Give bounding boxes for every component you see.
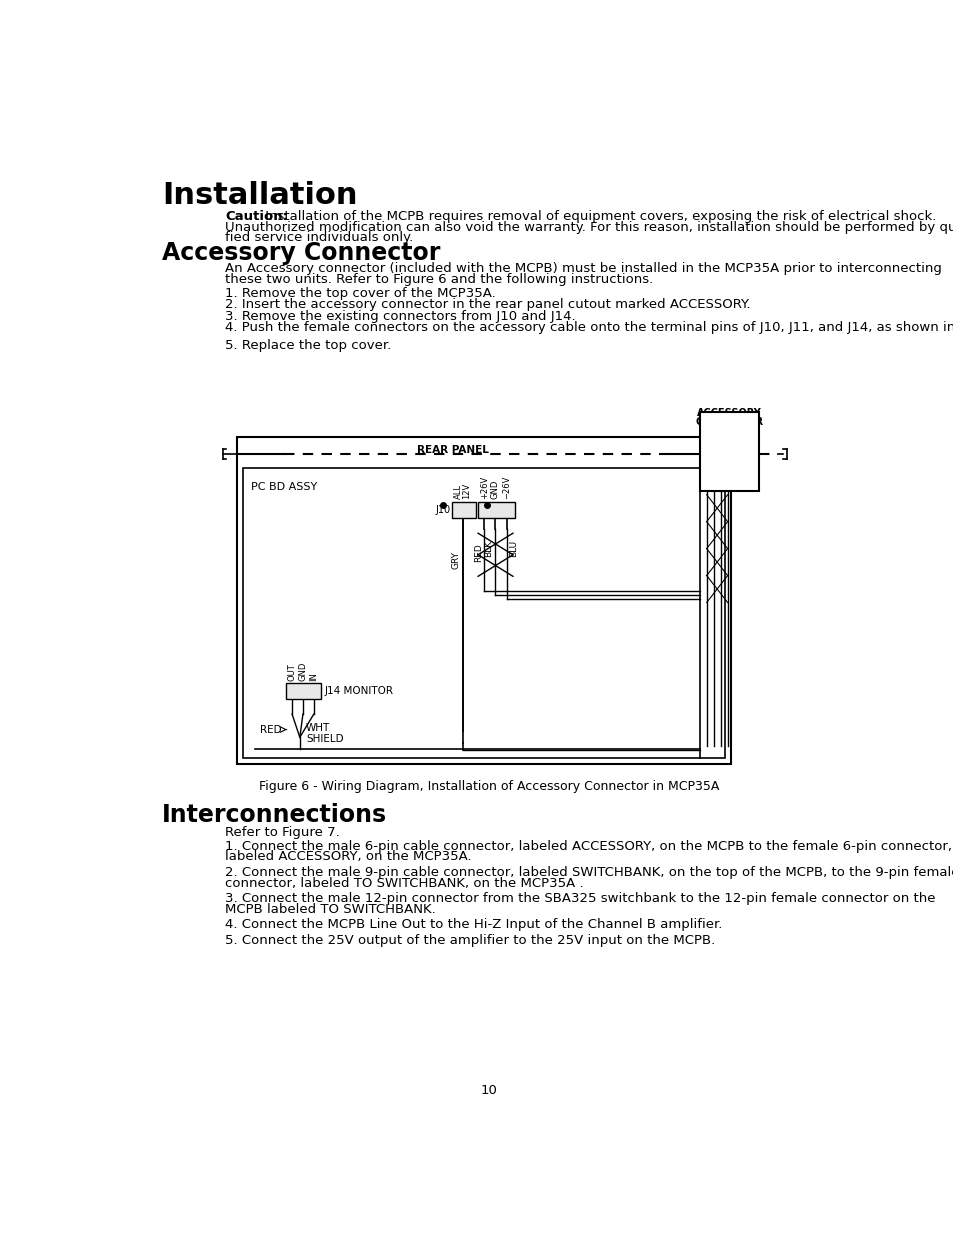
Text: GND: GND <box>298 662 307 680</box>
Text: 1. Connect the male 6-pin cable connector, labeled ACCESSORY, on the MCPB to the: 1. Connect the male 6-pin cable connecto… <box>225 840 951 852</box>
Text: OUT: OUT <box>287 663 296 680</box>
Text: PC BD ASSY: PC BD ASSY <box>251 482 317 492</box>
Text: +26V: +26V <box>479 475 488 499</box>
Text: BLK: BLK <box>484 540 493 557</box>
Text: J14 MONITOR: J14 MONITOR <box>324 687 394 697</box>
Text: 5. Connect the 25V output of the amplifier to the 25V input on the MCPB.: 5. Connect the 25V output of the amplifi… <box>225 934 715 946</box>
Text: SHIELD: SHIELD <box>306 734 343 743</box>
Text: Caution:: Caution: <box>225 210 288 222</box>
Text: fied service individuals only.: fied service individuals only. <box>225 231 414 245</box>
Text: these two units. Refer to Figure 6 and the following instructions.: these two units. Refer to Figure 6 and t… <box>225 273 653 287</box>
Text: Refer to Figure 7.: Refer to Figure 7. <box>225 826 340 839</box>
Text: 3. Connect the male 12-pin connector from the SBA325 switchbank to the 12-pin fe: 3. Connect the male 12-pin connector fro… <box>225 892 935 905</box>
Text: ACCESSORY: ACCESSORY <box>697 408 761 417</box>
Text: GND: GND <box>490 479 499 499</box>
Text: 2. Insert the accessory connector in the rear panel cutout marked ACCESSORY.: 2. Insert the accessory connector in the… <box>225 299 750 311</box>
Text: 3. Remove the existing connectors from J10 and J14.: 3. Remove the existing connectors from J… <box>225 310 576 322</box>
Text: Accessory Connector: Accessory Connector <box>162 241 439 264</box>
Text: Figure 6 - Wiring Diagram, Installation of Accessory Connector in MCP35A: Figure 6 - Wiring Diagram, Installation … <box>258 779 719 793</box>
Text: WHT: WHT <box>306 722 330 734</box>
Text: labeled ACCESSORY, on the MCP35A.: labeled ACCESSORY, on the MCP35A. <box>225 851 472 863</box>
Text: 4. Push the female connectors on the accessory cable onto the terminal pins of J: 4. Push the female connectors on the acc… <box>225 321 953 335</box>
Bar <box>477 503 515 517</box>
Text: 5. Replace the top cover.: 5. Replace the top cover. <box>225 340 392 352</box>
Text: 2. Connect the male 9-pin cable connector, labeled SWITCHBANK, on the top of the: 2. Connect the male 9-pin cable connecto… <box>225 866 953 879</box>
Text: 4. Connect the MCPB Line Out to the Hi-Z Input of the Channel B amplifier.: 4. Connect the MCPB Line Out to the Hi-Z… <box>225 918 722 931</box>
Text: ALL: ALL <box>454 484 463 499</box>
Text: Unauthorized modification can also void the warranty. For this reason, installat: Unauthorized modification can also void … <box>225 221 953 233</box>
Text: RED: RED <box>474 543 482 562</box>
Text: Interconnections: Interconnections <box>162 803 387 826</box>
Bar <box>236 437 731 764</box>
Text: GRY: GRY <box>451 551 459 569</box>
Text: An Accessory connector (included with the MCPB) must be installed in the MCP35A : An Accessory connector (included with th… <box>225 262 942 275</box>
Text: BLU: BLU <box>509 540 517 557</box>
Text: RED: RED <box>260 725 282 735</box>
Bar <box>286 683 320 699</box>
Bar <box>700 412 758 490</box>
Text: J11: J11 <box>489 505 504 515</box>
Text: −26V: −26V <box>501 475 511 499</box>
Text: REAR PANEL: REAR PANEL <box>416 445 489 454</box>
Text: 12V: 12V <box>461 483 471 499</box>
Text: Installation of the MCPB requires removal of equipment covers, exposing the risk: Installation of the MCPB requires remova… <box>261 210 936 222</box>
Bar <box>452 503 476 517</box>
Text: 10: 10 <box>480 1084 497 1097</box>
Bar <box>243 468 724 758</box>
Text: Installation: Installation <box>162 180 357 210</box>
Text: CONNECTOR: CONNECTOR <box>695 417 762 427</box>
Text: J10: J10 <box>435 505 450 515</box>
Text: connector, labeled TO SWITCHBANK, on the MCP35A .: connector, labeled TO SWITCHBANK, on the… <box>225 877 583 889</box>
Text: MCPB labeled TO SWITCHBANK.: MCPB labeled TO SWITCHBANK. <box>225 903 436 916</box>
Text: 1. Remove the top cover of the MCP35A.: 1. Remove the top cover of the MCP35A. <box>225 287 496 300</box>
Text: IN: IN <box>309 672 318 680</box>
